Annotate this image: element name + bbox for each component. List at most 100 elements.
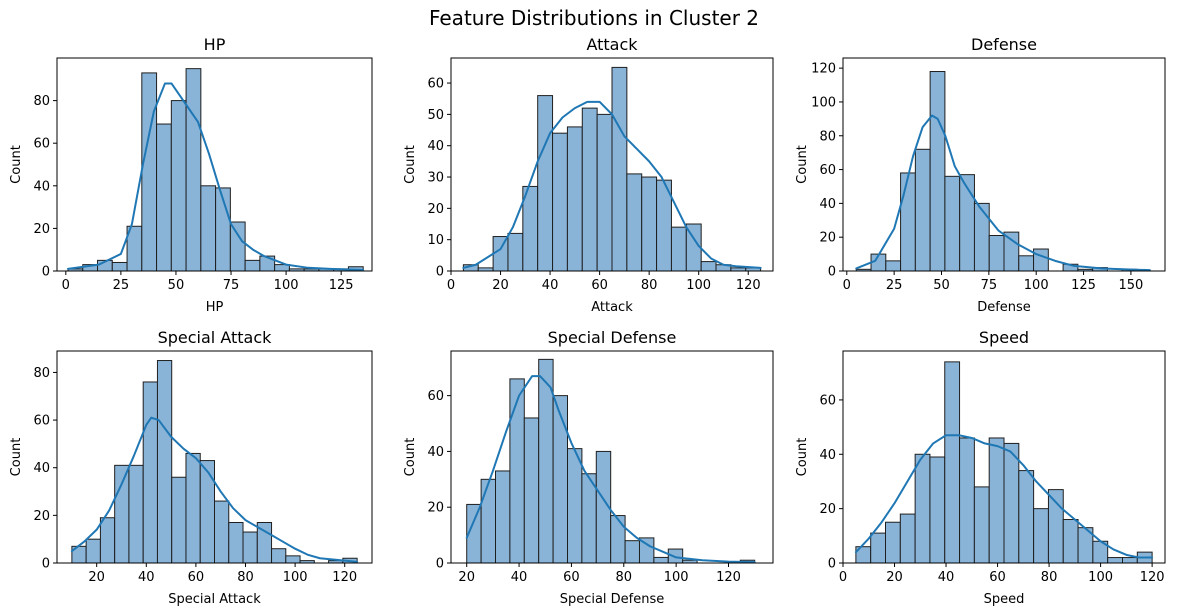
y-tick-label: 60: [819, 393, 836, 408]
x-tick-label: 40: [138, 570, 155, 585]
y-tick-label: 20: [427, 202, 444, 217]
y-tick-label: 50: [427, 108, 444, 123]
y-ticks: 0 20 40 60 80: [33, 366, 57, 572]
y-axis-label: Count: [9, 145, 24, 184]
x-tick-label: 20: [88, 570, 105, 585]
x-tick-label: 20: [492, 278, 509, 293]
axes-frame: [450, 57, 774, 272]
histogram-bar: [581, 107, 598, 272]
subplot-title: Defense: [971, 35, 1037, 54]
x-tick-label: 75: [981, 278, 998, 293]
y-tick-label: 40: [427, 139, 444, 154]
y-axis-label: Count: [795, 145, 810, 184]
histogram-bar: [1003, 442, 1020, 564]
histogram-bar: [929, 71, 946, 272]
y-tick-label: 0: [42, 557, 50, 572]
x-tick-label: 100: [274, 278, 299, 293]
kde-line: [465, 375, 756, 564]
x-tick-label: 50: [933, 278, 950, 293]
histogram-bar: [185, 452, 201, 564]
kde-line: [854, 434, 1154, 559]
x-tick-label: 0: [843, 278, 851, 293]
x-axis-label: Speed: [984, 592, 1025, 607]
subplot-title: Special Attack: [158, 328, 273, 347]
axes-frame: [450, 350, 774, 564]
histogram-bar: [988, 437, 1005, 564]
histogram-bar: [214, 500, 230, 564]
histogram-bar: [566, 126, 583, 272]
x-tick-label: 60: [591, 278, 608, 293]
histogram-bar: [596, 113, 613, 272]
histogram-bar: [495, 470, 511, 564]
histogram-bar: [988, 235, 1005, 272]
y-axis-label: Count: [9, 438, 24, 477]
histogram-bar: [973, 486, 990, 564]
histogram-bar: [1018, 470, 1035, 564]
x-tick-label: 80: [1041, 570, 1058, 585]
x-tick-label: 20: [458, 570, 475, 585]
y-tick-label: 40: [819, 448, 836, 463]
x-tick-label: 100: [1024, 278, 1049, 293]
subplot-title: Speed: [979, 328, 1029, 347]
subplot-6: 0 20 40 60 80 100 120 0 20 40 60 Speed Speed Count: [795, 328, 1166, 607]
histogram-bar: [85, 538, 101, 564]
kde-line: [855, 114, 1151, 272]
histogram-bar: [509, 378, 525, 564]
y-tick-label: 20: [427, 501, 444, 516]
y-tick-label: 0: [828, 265, 836, 280]
histogram-bar: [653, 556, 669, 564]
x-tick-label: 50: [168, 278, 185, 293]
x-ticks: 0 20 40 60 80 100 120: [447, 271, 761, 293]
histogram-bar: [1107, 557, 1123, 564]
x-tick-label: 120: [736, 278, 761, 293]
histogram-bar: [959, 437, 975, 564]
y-axis-label: Count: [795, 438, 810, 477]
histogram-bar: [1047, 489, 1064, 564]
x-tick-label: 0: [62, 278, 70, 293]
histogram-bar: [128, 464, 144, 564]
y-tick-label: 80: [819, 129, 836, 144]
y-tick-label: 60: [427, 389, 444, 404]
histogram-bar: [581, 473, 597, 564]
histogram-bar: [624, 540, 640, 564]
kde-line: [70, 416, 359, 563]
x-ticks: 20 40 60 80 100 120: [458, 563, 741, 585]
y-tick-label: 100: [811, 95, 836, 110]
y-ticks: 0 20 40 60: [819, 393, 843, 572]
histogram-bar: [199, 460, 216, 564]
x-axis-label: Defense: [977, 300, 1031, 315]
subplot-title: Attack: [586, 35, 638, 54]
histogram-bar: [700, 261, 717, 272]
x-axis-label: HP: [206, 300, 224, 315]
histogram-bar: [944, 175, 961, 272]
histogram-bars: [855, 71, 1138, 272]
subplot-4: 20 40 60 80 100 120 0 20 40 60 80 Special Attack Spe…: [9, 328, 373, 607]
x-tick-label: 100: [283, 570, 308, 585]
histogram-bar: [185, 68, 202, 272]
histogram-bar: [610, 515, 626, 564]
x-tick-label: 100: [1088, 570, 1113, 585]
y-tick-label: 60: [819, 163, 836, 178]
y-tick-label: 40: [33, 179, 50, 194]
y-tick-label: 20: [819, 502, 836, 517]
x-ticks: 0 20 40 60 80 100 120: [839, 563, 1165, 585]
subplot-title: HP: [204, 35, 226, 54]
kde-line: [462, 100, 762, 269]
histogram-bar: [1018, 255, 1035, 272]
y-tick-label: 60: [427, 77, 444, 92]
histogram-bar: [111, 261, 128, 272]
x-tick-label: 40: [542, 278, 559, 293]
y-tick-label: 20: [33, 222, 50, 237]
x-tick-label: 60: [188, 570, 205, 585]
histogram-bar: [171, 476, 187, 564]
y-tick-label: 40: [33, 461, 50, 476]
axes-frame: [56, 350, 373, 564]
histogram-bar: [507, 232, 524, 272]
y-ticks: 0 20 40 60 80 100 120: [811, 62, 843, 280]
x-tick-label: 120: [716, 570, 741, 585]
subplot-2: 0 20 40 60 80 100 120 0 10 20 30 40 50 60 Attack Attack…: [403, 35, 774, 315]
x-ticks: 0 25 50 75 100 125: [62, 271, 354, 293]
histogram-bars: [855, 361, 1153, 564]
x-tick-label: 60: [989, 570, 1006, 585]
